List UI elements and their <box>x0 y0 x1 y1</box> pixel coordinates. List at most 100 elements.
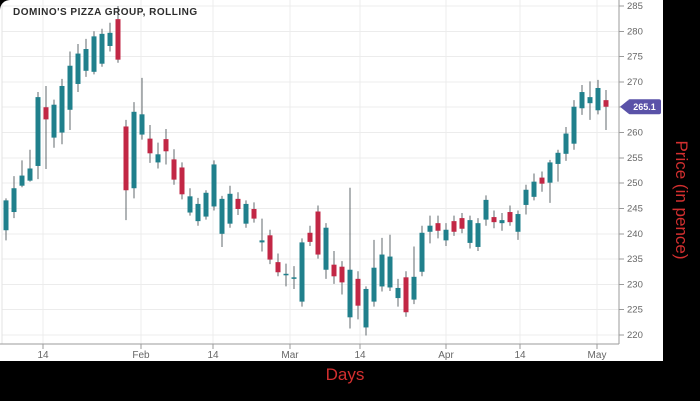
y-tick-label: 280 <box>627 26 643 37</box>
y-tick-label: 270 <box>627 77 643 88</box>
candle <box>67 51 73 131</box>
candle <box>51 99 57 148</box>
candle <box>467 215 473 249</box>
last-price-badge-label: 265.1 <box>633 102 656 112</box>
candle <box>179 162 185 200</box>
x-tick-label: Apr <box>438 350 454 361</box>
candle <box>291 266 297 289</box>
candle <box>547 159 553 203</box>
candle <box>475 218 481 252</box>
y-axis-title: Price (in pence) <box>672 140 691 260</box>
candle <box>123 119 129 221</box>
x-tick-label: Feb <box>132 350 150 361</box>
candle <box>27 149 33 182</box>
candle <box>435 215 441 239</box>
candle <box>507 205 513 226</box>
candle <box>491 210 497 229</box>
candle <box>515 210 521 240</box>
candle <box>275 253 281 277</box>
candle <box>531 173 537 201</box>
candle <box>259 218 265 252</box>
candle <box>403 271 409 317</box>
candle <box>371 239 377 307</box>
y-tick-label: 240 <box>627 229 643 240</box>
candle <box>555 149 561 182</box>
candle <box>171 149 177 185</box>
candle <box>107 22 113 52</box>
candle <box>59 78 65 145</box>
candle <box>603 90 609 131</box>
y-tick-label: 255 <box>627 153 643 164</box>
candle <box>427 215 433 244</box>
candle <box>387 234 393 291</box>
candle <box>419 225 425 277</box>
y-tick-label: 245 <box>627 203 643 214</box>
candle <box>595 79 601 115</box>
candle <box>587 81 593 120</box>
candle <box>347 187 353 329</box>
candle <box>499 213 505 231</box>
y-tick-label: 225 <box>627 305 643 316</box>
candle <box>235 192 241 216</box>
candle <box>251 202 257 223</box>
candle <box>395 278 401 307</box>
chart-panel: 2852802752702652602552502452402352302252… <box>0 0 663 361</box>
candle <box>267 229 273 265</box>
candle <box>563 126 569 161</box>
x-tick-label: 14 <box>514 350 526 361</box>
candle <box>443 223 449 246</box>
candle <box>227 185 233 228</box>
last-price-badge <box>628 99 661 115</box>
x-tick-label: 14 <box>354 350 366 361</box>
candle <box>75 43 81 93</box>
candle <box>219 195 225 247</box>
candle <box>3 198 9 241</box>
candle <box>115 6 121 63</box>
y-tick-label: 235 <box>627 254 643 265</box>
candle <box>155 142 161 169</box>
y-tick-label: 275 <box>627 52 643 63</box>
candle <box>571 100 577 150</box>
candle <box>35 92 41 180</box>
candle <box>283 263 289 287</box>
candle <box>339 261 345 295</box>
candle <box>323 223 329 279</box>
x-tick-label: 14 <box>37 350 49 361</box>
last-price-badge-arrow <box>620 100 628 114</box>
candle <box>315 205 321 259</box>
candle <box>195 197 201 226</box>
candle <box>131 102 137 199</box>
candle <box>43 85 49 169</box>
candle <box>83 38 89 77</box>
chart-title: DOMINO'S PIZZA GROUP, ROLLING <box>13 7 198 18</box>
candle <box>299 238 305 307</box>
candle <box>139 77 145 140</box>
candle <box>331 251 337 284</box>
y-tick-label: 230 <box>627 279 643 290</box>
candle <box>147 124 153 163</box>
candle <box>379 237 385 292</box>
y-tick-label: 285 <box>627 1 643 12</box>
candlestick-chart[interactable]: 2852802752702652602552502452402352302252… <box>0 0 663 361</box>
candle <box>539 171 545 192</box>
candle <box>203 190 209 220</box>
candle <box>163 129 169 165</box>
x-tick-label: May <box>588 350 607 361</box>
y-tick-label: 220 <box>627 330 643 341</box>
candle <box>91 31 97 75</box>
candle <box>451 215 457 236</box>
y-tick-label: 250 <box>627 178 643 189</box>
candle <box>579 84 585 115</box>
x-tick-label: 14 <box>207 350 219 361</box>
candle <box>187 188 193 216</box>
candle <box>99 28 105 67</box>
y-tick-label: 260 <box>627 128 643 139</box>
candle <box>11 176 17 219</box>
candle <box>19 160 25 188</box>
x-axis-title: Days <box>325 365 365 384</box>
x-tick-label: Mar <box>281 350 299 361</box>
candle <box>355 271 361 320</box>
candle <box>523 184 529 215</box>
candle <box>363 286 369 336</box>
